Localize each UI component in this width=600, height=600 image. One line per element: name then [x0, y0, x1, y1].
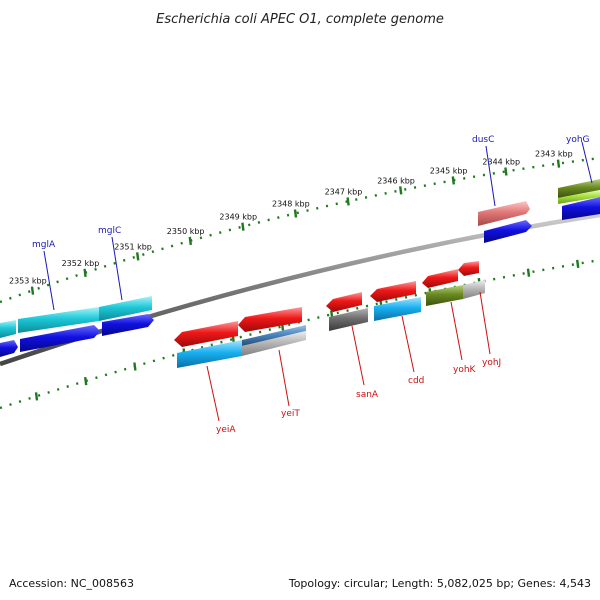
major-tick: [136, 252, 140, 261]
major-tick: [30, 286, 35, 295]
tick-label: 2350 kbp: [167, 227, 205, 236]
tick-label: 2344 kbp: [482, 158, 520, 167]
major-tick: [504, 167, 508, 176]
tick-label: 2345 kbp: [430, 166, 468, 175]
reverse-genes: [174, 261, 485, 368]
tick-label: 2346 kbp: [377, 176, 415, 185]
major-tick: [83, 268, 87, 278]
major-tick: [84, 376, 88, 386]
gene-arrow-yohG[interactable]: [558, 179, 600, 198]
tick-label: 2351 kbp: [114, 242, 152, 251]
gene-label-yohK[interactable]: yohK: [453, 365, 477, 375]
gene-label-mglC[interactable]: mglC: [98, 226, 121, 236]
gene-arrow-yohK[interactable]: [426, 285, 463, 306]
tick-label: 2347 kbp: [325, 187, 363, 196]
gene-arrow[interactable]: [562, 197, 600, 220]
gene-arrow-yeiA[interactable]: [177, 340, 242, 368]
gene-arrow[interactable]: [326, 292, 362, 312]
major-tick: [556, 159, 561, 168]
gene-arrow[interactable]: [102, 314, 154, 336]
gene-label-yohG[interactable]: yohG: [566, 135, 590, 145]
gene-arrow-cdd[interactable]: [374, 297, 421, 321]
gene-label-mglA[interactable]: mglA: [32, 240, 56, 250]
genome-backbone: [0, 212, 600, 367]
forward-scale-track: [0, 156, 600, 304]
gene-label-cdd[interactable]: cdd: [408, 376, 424, 386]
gene-arrow[interactable]: [0, 340, 18, 357]
gene-label-yeiT[interactable]: yeiT: [281, 409, 300, 419]
gene-arrow[interactable]: [20, 325, 100, 352]
tick-label: 2353 kbp: [9, 277, 47, 286]
gene-arrow-dusC[interactable]: [478, 201, 530, 226]
gene-arrow[interactable]: [0, 320, 16, 338]
major-tick: [399, 186, 403, 195]
tick-label: 2348 kbp: [272, 200, 310, 209]
gene-arrow-mglC[interactable]: [99, 296, 152, 321]
gene-arrow[interactable]: [174, 321, 238, 347]
gene-arrow[interactable]: [238, 307, 302, 332]
tick-label: 2343 kbp: [535, 150, 573, 159]
gene-label-yohJ[interactable]: yohJ: [482, 358, 501, 368]
major-tick: [451, 176, 455, 185]
gene-label-yeiA[interactable]: yeiA: [216, 425, 236, 435]
major-tick: [576, 259, 580, 269]
reverse-label-leaders: [206, 291, 491, 422]
gene-arrow[interactable]: [242, 331, 306, 356]
gene-arrow-yeiT[interactable]: [242, 325, 306, 346]
summary-line: Topology: circular; Length: 5,082,025 bp…: [288, 577, 591, 590]
gene-arrow-sanA[interactable]: [329, 308, 368, 331]
gene-arrow-yohJ[interactable]: [463, 280, 485, 299]
major-tick: [188, 236, 192, 246]
gene-arrow[interactable]: [370, 281, 416, 302]
major-ticks: [30, 159, 580, 401]
major-tick: [133, 362, 137, 371]
major-tick: [293, 209, 298, 218]
gene-arrow[interactable]: [558, 190, 600, 204]
major-tick: [346, 197, 350, 206]
gene-arrow[interactable]: [484, 220, 532, 243]
tick-label: 2349 kbp: [219, 213, 257, 222]
major-tick: [34, 392, 39, 401]
tick-labels: 2353 kbp 2352 kbp 2351 kbp 2350 kbp 2349 kbp…: [9, 150, 573, 286]
gene-arrow-mglA[interactable]: [18, 307, 99, 333]
major-tick: [241, 222, 245, 231]
accession-line: Accession: NC_008563: [9, 577, 135, 590]
map-title: Escherichia coli APEC O1, complete genom…: [156, 12, 444, 27]
gene-label-sanA[interactable]: sanA: [356, 390, 379, 400]
gene-label-dusC[interactable]: dusC: [472, 135, 494, 145]
major-tick: [526, 268, 531, 277]
tick-label: 2352 kbp: [62, 259, 100, 268]
forward-genes: [0, 179, 600, 357]
gene-arrow[interactable]: [458, 261, 479, 276]
forward-label-leaders: [43, 141, 593, 311]
gene-arrow[interactable]: [422, 269, 458, 288]
